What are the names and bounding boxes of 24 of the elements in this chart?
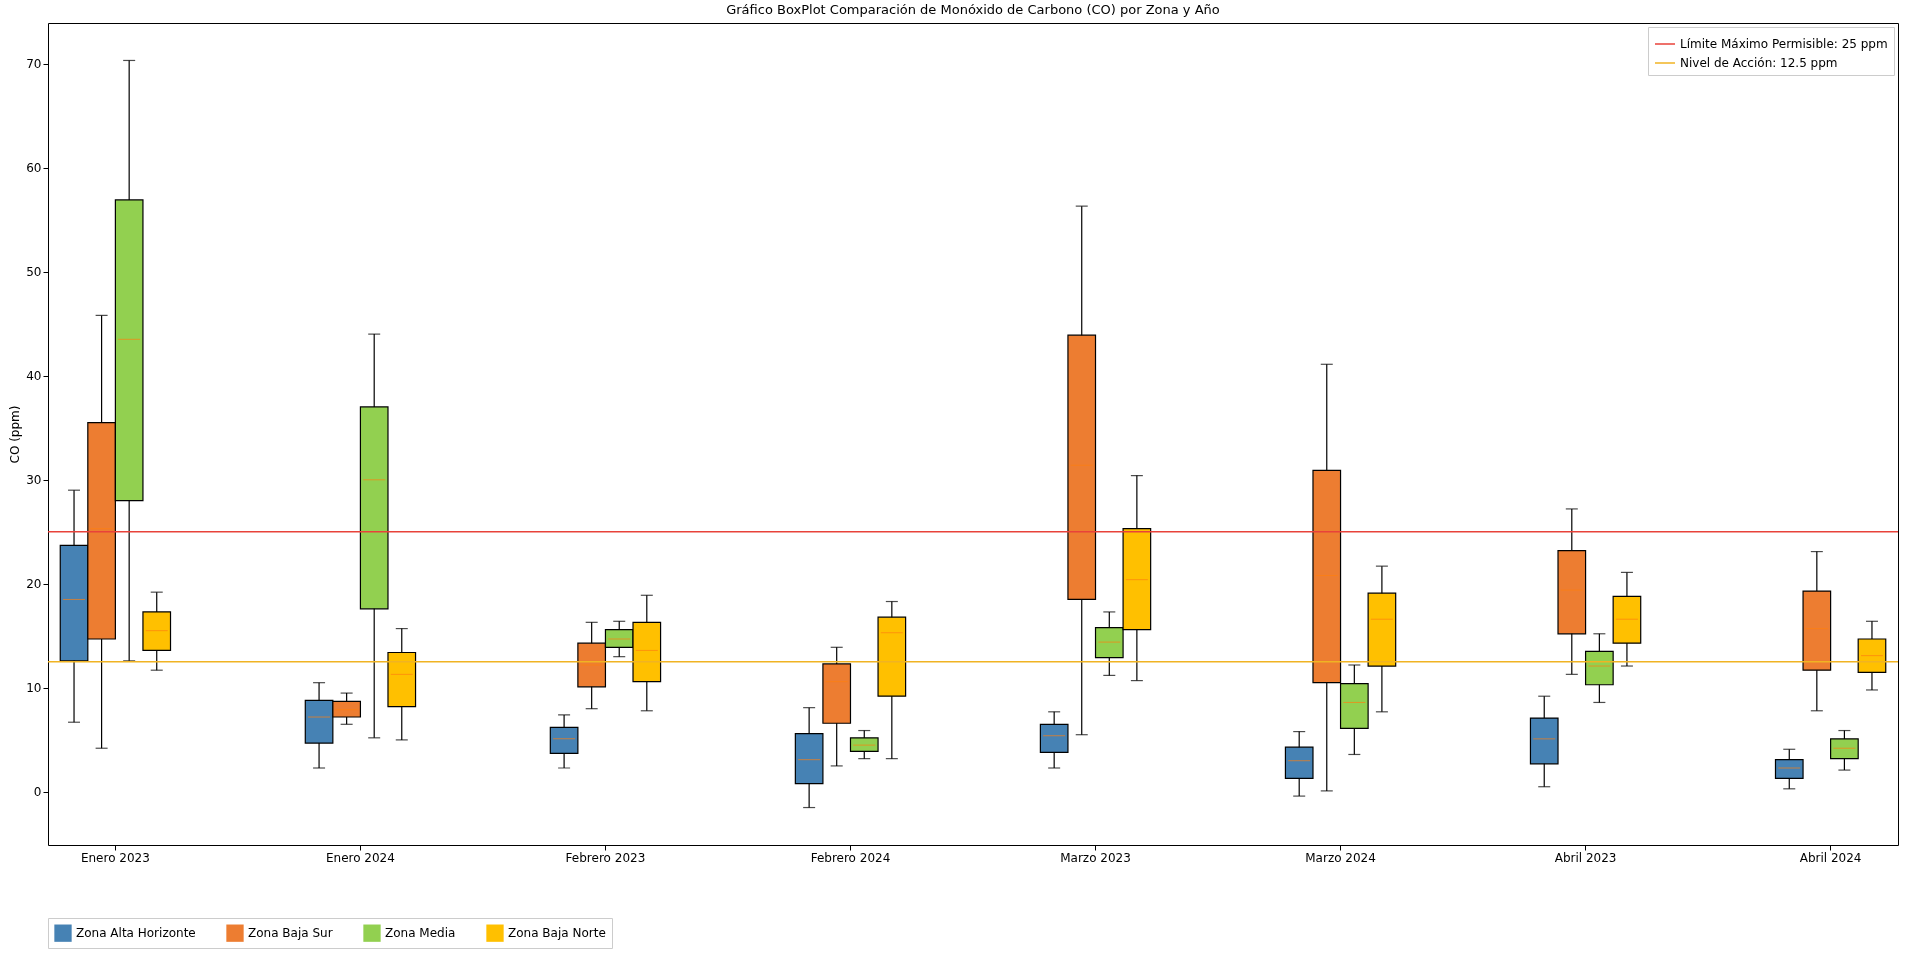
y-tick-label: 40 — [26, 369, 42, 384]
x-tick-label: Abril 2023 — [1554, 850, 1617, 865]
y-tick-label: 60 — [26, 161, 42, 176]
y-tick-label: 20 — [26, 577, 42, 592]
x-tick-label: Enero 2024 — [325, 850, 395, 865]
y-axis-title: CO (ppm) — [8, 405, 23, 464]
x-tick-label: Marzo 2023 — [1060, 850, 1131, 865]
x-tick-label: Marzo 2024 — [1305, 850, 1376, 865]
x-tick-label: Febrero 2024 — [810, 850, 891, 865]
legend-label: Nivel de Acción: 12.5 ppm — [1680, 56, 1838, 70]
legend-label: Zona Baja Sur — [248, 926, 333, 941]
y-tick-label: 0 — [33, 785, 42, 800]
y-tick-label: 70 — [26, 57, 42, 72]
legend-label: Zona Baja Norte — [508, 926, 606, 941]
y-tick-label: 50 — [26, 265, 42, 280]
legend-label: Límite Máximo Permisible: 25 ppm — [1680, 37, 1888, 51]
legend-label: Zona Media — [385, 926, 456, 941]
y-tick-label: 10 — [26, 681, 42, 696]
x-tick-label: Febrero 2023 — [565, 850, 646, 865]
legend-label: Zona Alta Horizonte — [76, 926, 196, 941]
y-tick-label: 30 — [26, 473, 42, 488]
chart-title: Gráfico BoxPlot Comparación de Monóxido de Carbono (CO) por Zona y Año — [726, 2, 1220, 17]
x-tick-label: Abril 2024 — [1799, 850, 1862, 865]
x-tick-label: Enero 2023 — [80, 850, 150, 865]
